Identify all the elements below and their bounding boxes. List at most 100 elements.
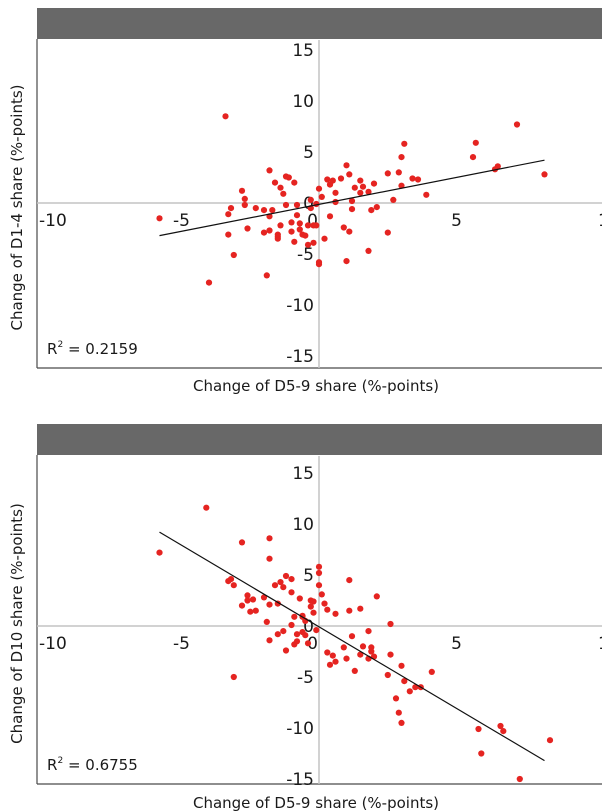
y-tick-label: -5 (297, 245, 314, 265)
data-point (288, 576, 295, 583)
data-point (346, 577, 353, 584)
data-point (395, 709, 402, 716)
data-point (475, 725, 482, 733)
data-point (293, 201, 301, 209)
data-point (500, 728, 507, 735)
y-tick-label: -15 (286, 770, 314, 790)
data-point (398, 662, 405, 669)
x-tick-label: 0 (307, 634, 318, 654)
x-axis-title: Change of D5-9 share (%-points) (193, 794, 439, 812)
trend-line (159, 531, 545, 762)
data-point (368, 207, 375, 214)
y-tick-label: -15 (286, 347, 314, 367)
data-point (346, 171, 353, 178)
data-point (365, 188, 372, 195)
data-point (266, 167, 273, 174)
data-point (387, 651, 394, 658)
data-point (357, 189, 364, 196)
x-tick-label: -5 (173, 211, 190, 231)
data-point (293, 212, 301, 219)
data-point (280, 628, 287, 635)
data-point (315, 261, 323, 268)
data-point (315, 563, 323, 570)
x-tick-label: -10 (39, 634, 67, 654)
data-point (351, 667, 358, 675)
data-point (346, 607, 353, 614)
x-axis-title: Change of D5-9 share (%-points) (193, 377, 439, 395)
data-point (398, 154, 405, 161)
data-point (516, 775, 523, 783)
data-point (398, 182, 405, 189)
data-point (348, 633, 356, 640)
data-point (351, 184, 358, 191)
data-point (387, 620, 394, 628)
data-point (332, 610, 339, 617)
data-point (373, 204, 380, 211)
data-point (266, 535, 273, 542)
data-point (313, 222, 320, 229)
data-point (392, 695, 400, 702)
data-point (263, 618, 270, 626)
data-point (384, 671, 391, 679)
y-axis-title: Change of D10 share (%-points) (8, 503, 26, 744)
data-point (205, 279, 213, 286)
data-point (357, 651, 364, 658)
y-tick-label: -10 (286, 296, 314, 316)
data-point (260, 207, 268, 214)
data-point (241, 195, 248, 202)
data-point (266, 601, 273, 608)
data-point (282, 647, 290, 654)
chart-header-bar (37, 8, 602, 39)
data-point (348, 206, 356, 213)
data-point (271, 179, 279, 186)
data-point (260, 594, 268, 601)
chart-header-bar (37, 424, 602, 455)
data-point (326, 661, 334, 668)
data-point (249, 596, 257, 603)
data-point (291, 613, 298, 620)
y-tick-label: 5 (303, 143, 314, 163)
data-point (244, 597, 251, 604)
data-point (230, 251, 237, 259)
data-point (414, 176, 422, 183)
data-point (406, 688, 413, 695)
data-point (288, 589, 295, 596)
data-point (266, 637, 273, 644)
data-point (401, 678, 408, 685)
data-point (469, 154, 477, 161)
data-point (282, 572, 290, 580)
data-point (365, 247, 372, 254)
data-point (401, 140, 408, 147)
x-tick-label: -10 (39, 211, 67, 231)
data-point (340, 644, 347, 651)
data-point (541, 171, 548, 178)
data-point (368, 644, 375, 651)
y-tick-label: 15 (292, 464, 314, 484)
data-point (357, 605, 364, 612)
data-point (346, 228, 353, 235)
data-point (296, 226, 303, 233)
data-point (230, 582, 237, 589)
data-point (238, 187, 246, 194)
data-point (423, 191, 430, 198)
data-point (277, 184, 284, 191)
data-point (304, 640, 312, 647)
trend-line (159, 159, 545, 237)
data-point (285, 174, 292, 181)
data-point (307, 603, 314, 610)
data-point (244, 592, 251, 599)
data-point (332, 658, 339, 665)
data-point (321, 235, 328, 242)
y-tick-label: -5 (297, 668, 314, 688)
y-tick-label: 0 (303, 617, 314, 637)
x-tick-label: 5 (451, 634, 462, 654)
data-point (315, 582, 323, 589)
data-point (203, 504, 210, 511)
data-point (238, 602, 246, 609)
data-point (222, 113, 229, 120)
data-point (472, 139, 479, 146)
data-point (225, 231, 232, 238)
scatter-chart-2: 15 10 5 0 -5 -10 -15 -10 -5 0 5 10 R2 = 0.6755 Change… (8, 424, 602, 812)
data-point (321, 600, 328, 607)
